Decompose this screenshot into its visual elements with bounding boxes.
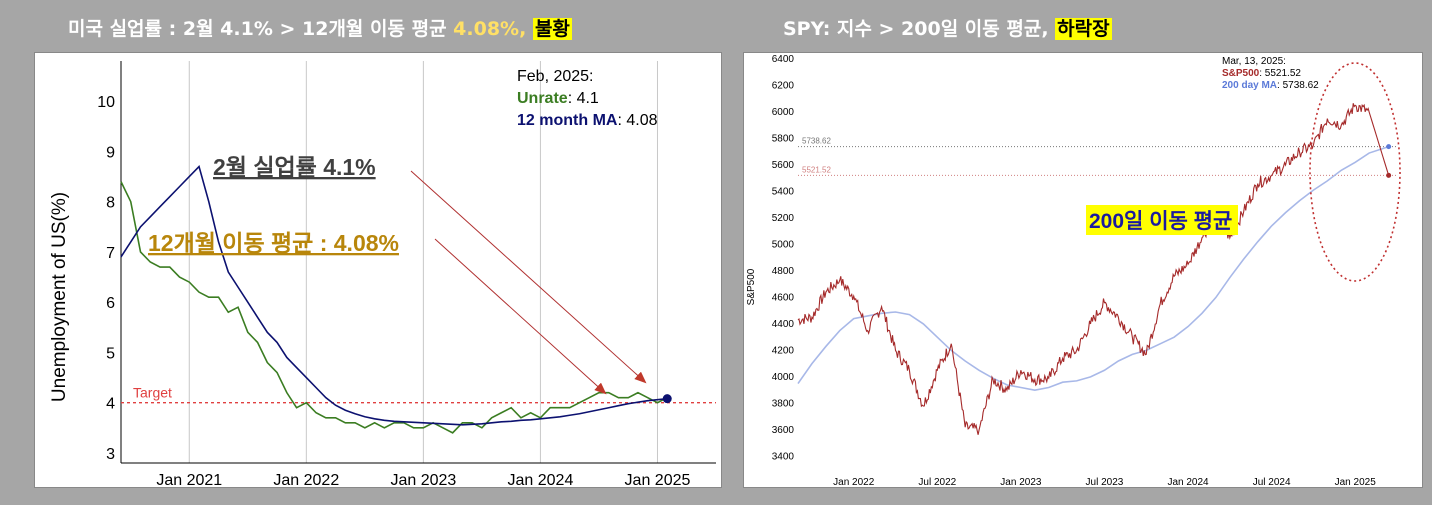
y-tick-label: 4600: [772, 292, 795, 303]
annotation-ma-bg: [1086, 205, 1238, 235]
annotation-ma-text: 200일 이동 평균: [1089, 210, 1232, 233]
y-tick-label: 5: [106, 345, 115, 362]
target-line-group: Target: [121, 385, 716, 404]
ma-latest-marker: [1386, 144, 1392, 150]
right-title-prefix: SPY: 지수 > 200일 이동 평균,: [783, 18, 1056, 40]
series-group: [797, 103, 1392, 435]
latest-point-marker: [662, 394, 672, 404]
ma-reference-label: 5738.62: [802, 137, 831, 146]
x-tick-label: Jul 2024: [1253, 477, 1291, 488]
x-tick-label: Jul 2022: [918, 477, 956, 488]
annotation-ma: 12개월 이동 평균 : 4.08%: [148, 230, 607, 395]
y-tick-label: 6200: [772, 80, 795, 91]
series-group: [120, 164, 672, 434]
y-tick-label: 6400: [772, 54, 795, 65]
spx-latest-marker: [1386, 172, 1392, 178]
unrate-line: [120, 181, 668, 434]
y-tick-label: 3: [106, 446, 115, 463]
x-tick-label: Jan 2025: [1335, 477, 1377, 488]
annotation-unrate-arrow: [410, 170, 647, 384]
annotation-unrate-text: 2월 실업률 4.1%: [213, 154, 376, 180]
right-title-box: 하락장: [1055, 18, 1112, 40]
y-tick-label: 8: [106, 195, 115, 212]
sp500-chart: 3400 3600 3800 4000 4200 4400 4600 4800 5000 5200…: [746, 54, 1401, 488]
info-box: Mar, 13, 2025: S&P500: 5521.52 200 day M…: [1222, 56, 1319, 91]
info-ma: 12 month MA: 4.08: [517, 112, 658, 129]
unemployment-chart: Jan 2021 Jan 2022 Jan 2023 Jan 2024 Jan 2025…: [49, 61, 716, 489]
left-title-box: 불황: [532, 18, 572, 40]
spx-line: [797, 103, 1390, 435]
y-tick-label: 6000: [772, 107, 795, 118]
info-date: Feb, 2025:: [517, 68, 594, 85]
highlight-circle: [1309, 62, 1401, 282]
ma-line: [797, 145, 1389, 391]
info-unrate: Unrate: 4.1: [517, 90, 599, 107]
x-tick-label: Jan 2022: [833, 477, 875, 488]
x-tick-label: Jan 2024: [1167, 477, 1209, 488]
info-date: Mar, 13, 2025:: [1222, 56, 1286, 67]
y-axis-label: Unemployment of US(%): [49, 192, 70, 402]
y-tick-label: 10: [97, 94, 115, 111]
y-tick-label: 3400: [772, 451, 795, 462]
x-tick-label: Jan 2021: [156, 472, 222, 489]
annotation-unrate: 2월 실업률 4.1%: [213, 154, 647, 384]
unemployment-chart-panel: Jan 2021 Jan 2022 Jan 2023 Jan 2024 Jan 2025…: [34, 52, 722, 489]
info-box: Feb, 2025: Unrate: 4.1 12 month MA: 4.08: [517, 68, 658, 129]
y-tick-label: 5800: [772, 133, 795, 144]
y-tick-label: 4000: [772, 372, 795, 383]
x-tick-label: Jan 2022: [273, 472, 339, 489]
ma-line: [120, 164, 668, 426]
info-ma: 200 day MA: 5738.62: [1222, 80, 1319, 91]
x-tick-label: Jan 2023: [390, 472, 456, 489]
spx-reference-label: 5521.52: [802, 165, 831, 174]
left-chart-title: 미국 실업률 : 2월 4.1% > 12개월 이동 평균 4.08%, 불황: [68, 14, 572, 41]
sp500-chart-panel: 3400 3600 3800 4000 4200 4400 4600 4800 5000 5200…: [743, 52, 1423, 488]
x-tick-label: Jan 2025: [625, 472, 691, 489]
reference-lines: 5738.62 5521.52: [798, 137, 1397, 176]
y-tick-label: 3600: [772, 425, 795, 436]
axes: Jan 2021 Jan 2022 Jan 2023 Jan 2024 Jan 2025…: [97, 61, 716, 489]
y-tick-label: 3800: [772, 398, 795, 409]
grid-lines: [188, 61, 658, 463]
y-tick-label: 5000: [772, 239, 795, 250]
x-tick-label: Jan 2023: [1000, 477, 1042, 488]
x-tick-label: Jul 2023: [1086, 477, 1124, 488]
y-tick-label: 9: [106, 144, 115, 161]
left-title-highlight: 4.08%,: [453, 18, 527, 40]
left-title-prefix: 미국 실업률 : 2월 4.1% > 12개월 이동 평균: [68, 18, 454, 40]
y-tick-label: 5400: [772, 186, 795, 197]
annotation-ma-arrow: [434, 238, 607, 395]
y-tick-label: 7: [106, 245, 115, 262]
axes: 3400 3600 3800 4000 4200 4400 4600 4800 5000 5200…: [772, 54, 1376, 488]
y-tick-label: 5200: [772, 213, 795, 224]
y-tick-label: 4200: [772, 345, 795, 356]
info-spx: S&P500: 5521.52: [1222, 68, 1301, 79]
right-chart-title: SPY: 지수 > 200일 이동 평균, 하락장: [783, 14, 1112, 41]
x-tick-label: Jan 2024: [508, 472, 574, 489]
y-axis-label: S&P500: [746, 268, 757, 305]
y-tick-label: 4: [106, 396, 115, 413]
annotation-ma-text: 12개월 이동 평균 : 4.08%: [148, 230, 399, 256]
annotation-ma: 200일 이동 평균: [1086, 205, 1238, 235]
target-label: Target: [133, 385, 172, 401]
y-tick-label: 5600: [772, 160, 795, 171]
y-tick-label: 4400: [772, 319, 795, 330]
y-tick-label: 4800: [772, 266, 795, 277]
y-tick-label: 6: [106, 295, 115, 312]
